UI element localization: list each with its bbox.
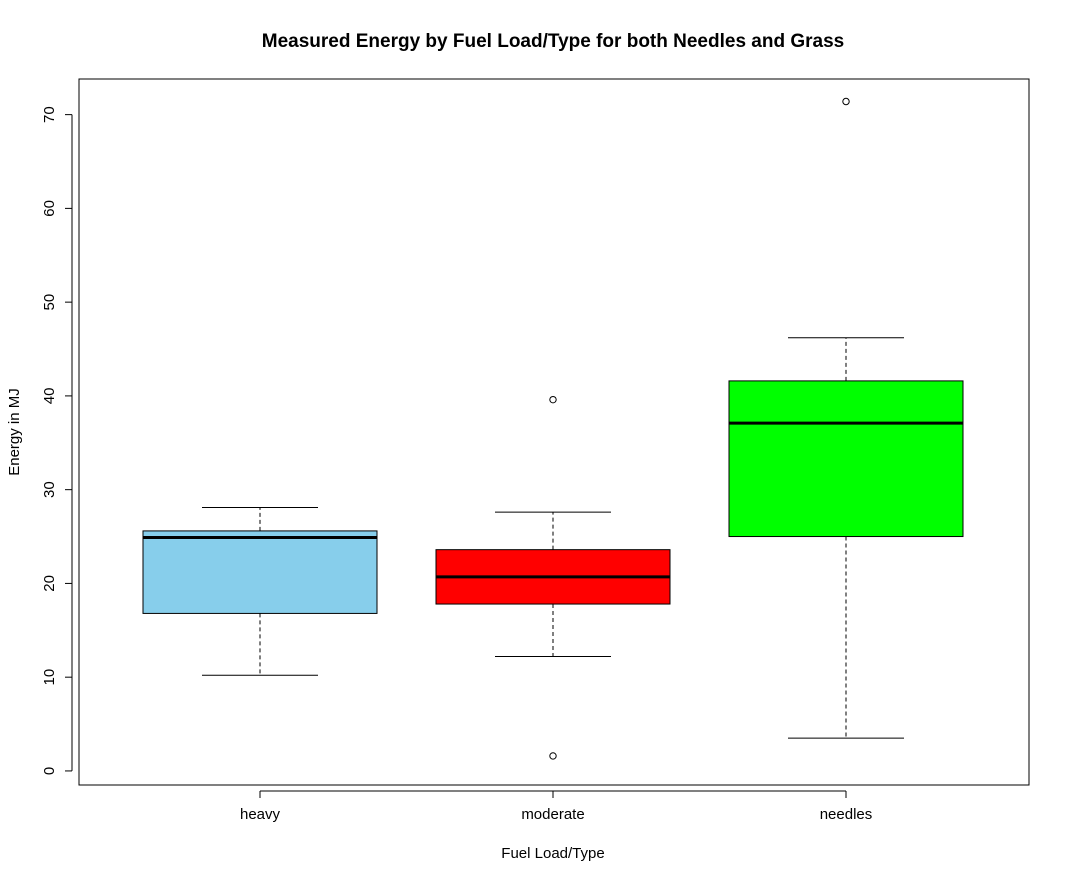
y-tick-label: 0 [41, 767, 58, 775]
y-tick-label: 20 [41, 575, 58, 592]
iqr-box [728, 380, 964, 538]
x-tick-label: needles [820, 806, 873, 823]
outlier-point [549, 752, 557, 760]
box-moderate [435, 395, 671, 760]
x-axis-label: Fuel Load/Type [501, 845, 604, 862]
x-tick-label: heavy [240, 806, 281, 823]
outlier-point [549, 395, 557, 404]
chart-title: Measured Energy by Fuel Load/Type for bo… [262, 31, 844, 52]
outlier-point [842, 97, 850, 106]
x-axis: heavy moderate needles [240, 790, 873, 823]
y-tick-label: 60 [41, 200, 58, 217]
y-tick-label: 30 [41, 481, 58, 498]
plot-frame [78, 78, 1030, 786]
box-heavy [142, 506, 378, 676]
y-axis-label: Energy in MJ [6, 388, 23, 476]
box-series [142, 97, 964, 760]
y-axis: 0 10 20 30 40 50 60 70 [41, 106, 73, 775]
y-tick-label: 10 [41, 669, 58, 686]
iqr-box [142, 530, 378, 614]
x-tick-label: moderate [521, 806, 584, 823]
y-tick-label: 70 [41, 106, 58, 123]
y-tick-label: 50 [41, 294, 58, 311]
box-needles [728, 97, 964, 739]
y-tick-label: 40 [41, 388, 58, 405]
